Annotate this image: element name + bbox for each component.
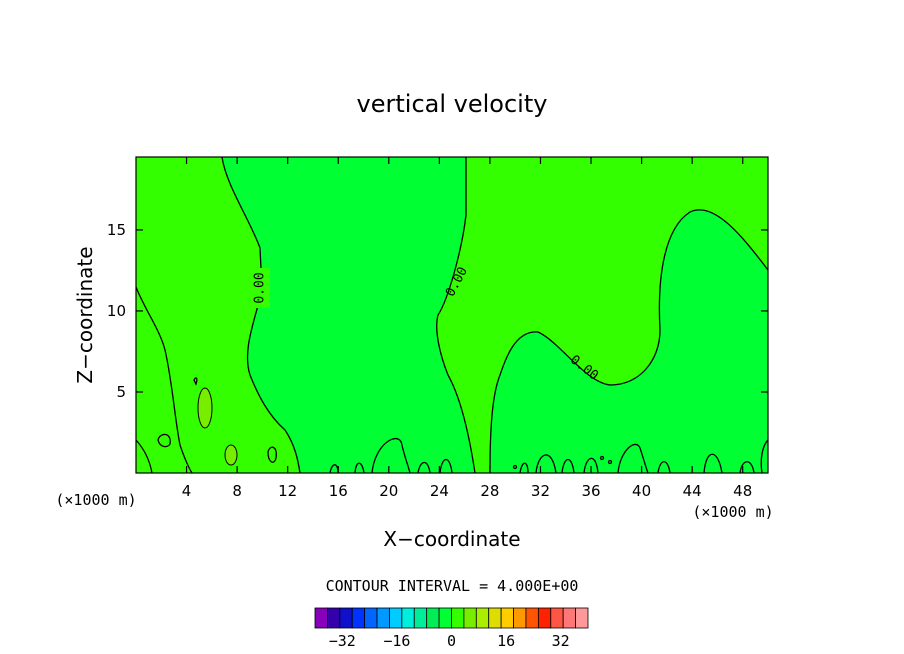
x-unit-left: (×1000 m)	[55, 491, 136, 509]
colorbar-tick-label: 0	[447, 632, 456, 650]
x-tick-label: 40	[632, 482, 651, 500]
contour-small	[657, 461, 671, 474]
contour-small	[135, 439, 153, 474]
contour-small	[157, 433, 171, 448]
contour-small	[561, 458, 575, 474]
x-axis: 4 8 12 16 20 24 28 32 36 40 44 48	[182, 157, 752, 500]
contour-left-edge	[135, 286, 193, 474]
colorbar-swatch	[389, 607, 403, 629]
weak-positive-cell	[197, 387, 213, 429]
contour-dot	[512, 464, 518, 470]
contour-small	[760, 439, 769, 474]
colorbar-swatch	[562, 607, 576, 629]
contour-small	[439, 458, 453, 474]
x-tick-label: 44	[683, 482, 702, 500]
colorbar-swatch	[401, 607, 415, 629]
chart-title: vertical velocity	[357, 90, 548, 118]
contour-fills	[136, 157, 768, 473]
colorbar-swatch	[513, 607, 527, 629]
contour-small	[535, 454, 557, 474]
contour-small	[519, 462, 529, 474]
colorbar-swatch	[376, 607, 390, 629]
x-axis-label: X−coordinate	[383, 527, 520, 551]
contour-small	[193, 377, 198, 386]
colorbar-swatch	[364, 607, 378, 629]
colorbar-swatch	[463, 607, 477, 629]
contour-interval-text: CONTOUR INTERVAL = 4.000E+00	[326, 577, 579, 595]
colorbar-swatch	[413, 607, 428, 629]
zero-contour-left	[221, 156, 301, 474]
contour-small	[617, 443, 649, 474]
colorbar-swatch	[500, 607, 514, 629]
zero-contour-middle	[436, 157, 476, 474]
colorbar-swatch	[525, 607, 539, 629]
y-axis-label: Z−coordinate	[73, 246, 97, 383]
y-tick-label: 5	[116, 383, 126, 401]
colorbar-tick-label: 32	[552, 632, 570, 650]
positive-region-left	[136, 157, 300, 473]
contour-small	[739, 461, 755, 474]
contour-lines	[135, 156, 769, 474]
x-tick-label: 12	[278, 482, 297, 500]
y-axis: 5 10 15	[107, 221, 768, 401]
colorbar-swatch	[488, 607, 502, 629]
colorbar-swatch	[339, 607, 353, 629]
colorbar-swatch	[550, 607, 564, 629]
colorbar-tick-label: 16	[497, 632, 515, 650]
contour-label-bg	[250, 268, 270, 308]
x-tick-label: 24	[430, 482, 449, 500]
x-tick-label: 20	[379, 482, 398, 500]
positive-region-right	[436, 157, 768, 473]
y-tick-label: 15	[107, 221, 126, 239]
colorbar-swatch	[327, 607, 341, 629]
x-tick-label: 4	[182, 482, 192, 500]
contour-label: 0.00	[253, 272, 268, 303]
colorbar-swatch	[575, 607, 589, 629]
colorbar-tick-labels: −32 −16 0 16 32	[329, 632, 570, 650]
contour-dot	[607, 459, 613, 465]
contour-small	[267, 446, 277, 463]
plot-frame	[135, 156, 769, 474]
colorbar-swatch	[475, 607, 490, 629]
colorbar-swatch	[438, 607, 452, 629]
x-tick-label: 36	[581, 482, 600, 500]
colorbar	[314, 607, 589, 629]
colorbar-swatch	[451, 607, 465, 629]
contour-dot	[599, 455, 605, 461]
contour-small	[583, 457, 599, 474]
x-tick-label: 48	[733, 482, 752, 500]
zero-contour-right	[489, 209, 769, 474]
weak-positive-cell	[224, 444, 238, 466]
y-tick-label: 10	[107, 302, 126, 320]
colorbar-swatch	[426, 607, 440, 629]
colorbar-swatch	[314, 607, 328, 629]
x-tick-label: 28	[480, 482, 499, 500]
x-tick-label: 32	[531, 482, 550, 500]
colorbar-swatch	[351, 607, 366, 629]
x-tick-label: 8	[232, 482, 242, 500]
colorbar-tick-label: −32	[329, 632, 356, 650]
contour-small	[371, 438, 411, 474]
x-tick-label: 16	[329, 482, 348, 500]
contour-small	[703, 453, 723, 474]
colorbar-tick-label: −16	[383, 632, 410, 650]
x-unit-right: (×1000 m)	[692, 503, 773, 521]
colorbar-swatch	[537, 607, 552, 629]
contour-small	[417, 461, 431, 474]
contour-small	[354, 462, 365, 474]
